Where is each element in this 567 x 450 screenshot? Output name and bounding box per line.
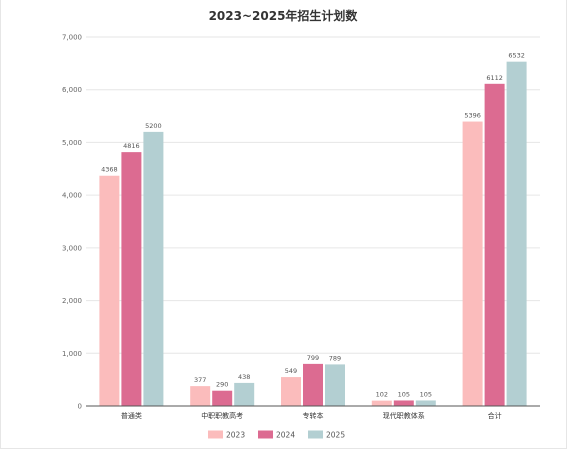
bar	[143, 131, 164, 406]
bars	[99, 61, 527, 406]
y-tick-label: 3,000	[62, 244, 82, 252]
x-axis-ticks: 普通类 中职职教高考 专转本 现代职教体系 合计	[121, 411, 502, 420]
y-tick-label: 6,000	[62, 86, 82, 94]
legend[interactable]: 2023 2024 2025	[208, 430, 345, 440]
legend-label: 2025	[326, 431, 345, 440]
x-tick-label: 合计	[488, 411, 502, 420]
data-label: 4368	[101, 166, 118, 174]
legend-swatch	[208, 430, 223, 439]
data-label: 105	[398, 390, 410, 398]
data-label: 789	[329, 354, 341, 362]
y-tick-label: 5,000	[62, 139, 82, 147]
legend-swatch	[258, 430, 273, 439]
x-tick-label: 现代职教体系	[383, 411, 425, 420]
data-label: 290	[216, 381, 228, 389]
y-tick-label: 2,000	[62, 297, 82, 305]
legend-label: 2023	[226, 431, 245, 440]
data-label: 4816	[123, 142, 140, 150]
bar	[371, 400, 392, 406]
data-label: 6532	[508, 52, 525, 60]
data-label: 377	[194, 376, 206, 384]
y-tick-label: 7,000	[62, 34, 82, 42]
data-label: 799	[307, 354, 319, 362]
bar	[303, 363, 323, 406]
legend-label: 2024	[276, 431, 295, 440]
bar	[484, 83, 505, 406]
bar	[281, 377, 301, 406]
bar	[415, 400, 436, 406]
data-label: 5200	[145, 122, 162, 130]
bar	[190, 386, 211, 406]
data-label: 6112	[486, 74, 503, 82]
data-labels: 4368 4816 5200 377 290 438 549 799 789 102 105 105 5…	[101, 52, 525, 399]
bar	[506, 61, 527, 406]
y-tick-label: 4,000	[62, 192, 82, 200]
x-tick-label: 普通类	[121, 411, 142, 420]
bar	[121, 152, 142, 406]
bar	[393, 400, 414, 406]
data-label: 549	[285, 367, 297, 375]
bar	[462, 121, 483, 406]
data-label: 5396	[464, 112, 481, 120]
bar	[212, 390, 233, 406]
data-label: 105	[420, 390, 432, 398]
chart-title: 2023~2025年招生计划数	[209, 8, 359, 23]
bar	[234, 382, 255, 406]
y-tick-label: 1,000	[62, 350, 82, 358]
bar	[325, 364, 345, 406]
y-axis-ticks: 0 1,000 2,000 3,000 4,000 5,000 6,000 7,000	[62, 34, 82, 411]
bar	[99, 175, 120, 406]
x-tick-label: 专转本	[303, 411, 324, 420]
y-tick-label: 0	[78, 403, 82, 411]
data-label: 438	[238, 373, 250, 381]
legend-swatch	[308, 430, 323, 439]
x-tick-label: 中职职教高考	[201, 411, 243, 420]
data-label: 102	[376, 391, 388, 399]
